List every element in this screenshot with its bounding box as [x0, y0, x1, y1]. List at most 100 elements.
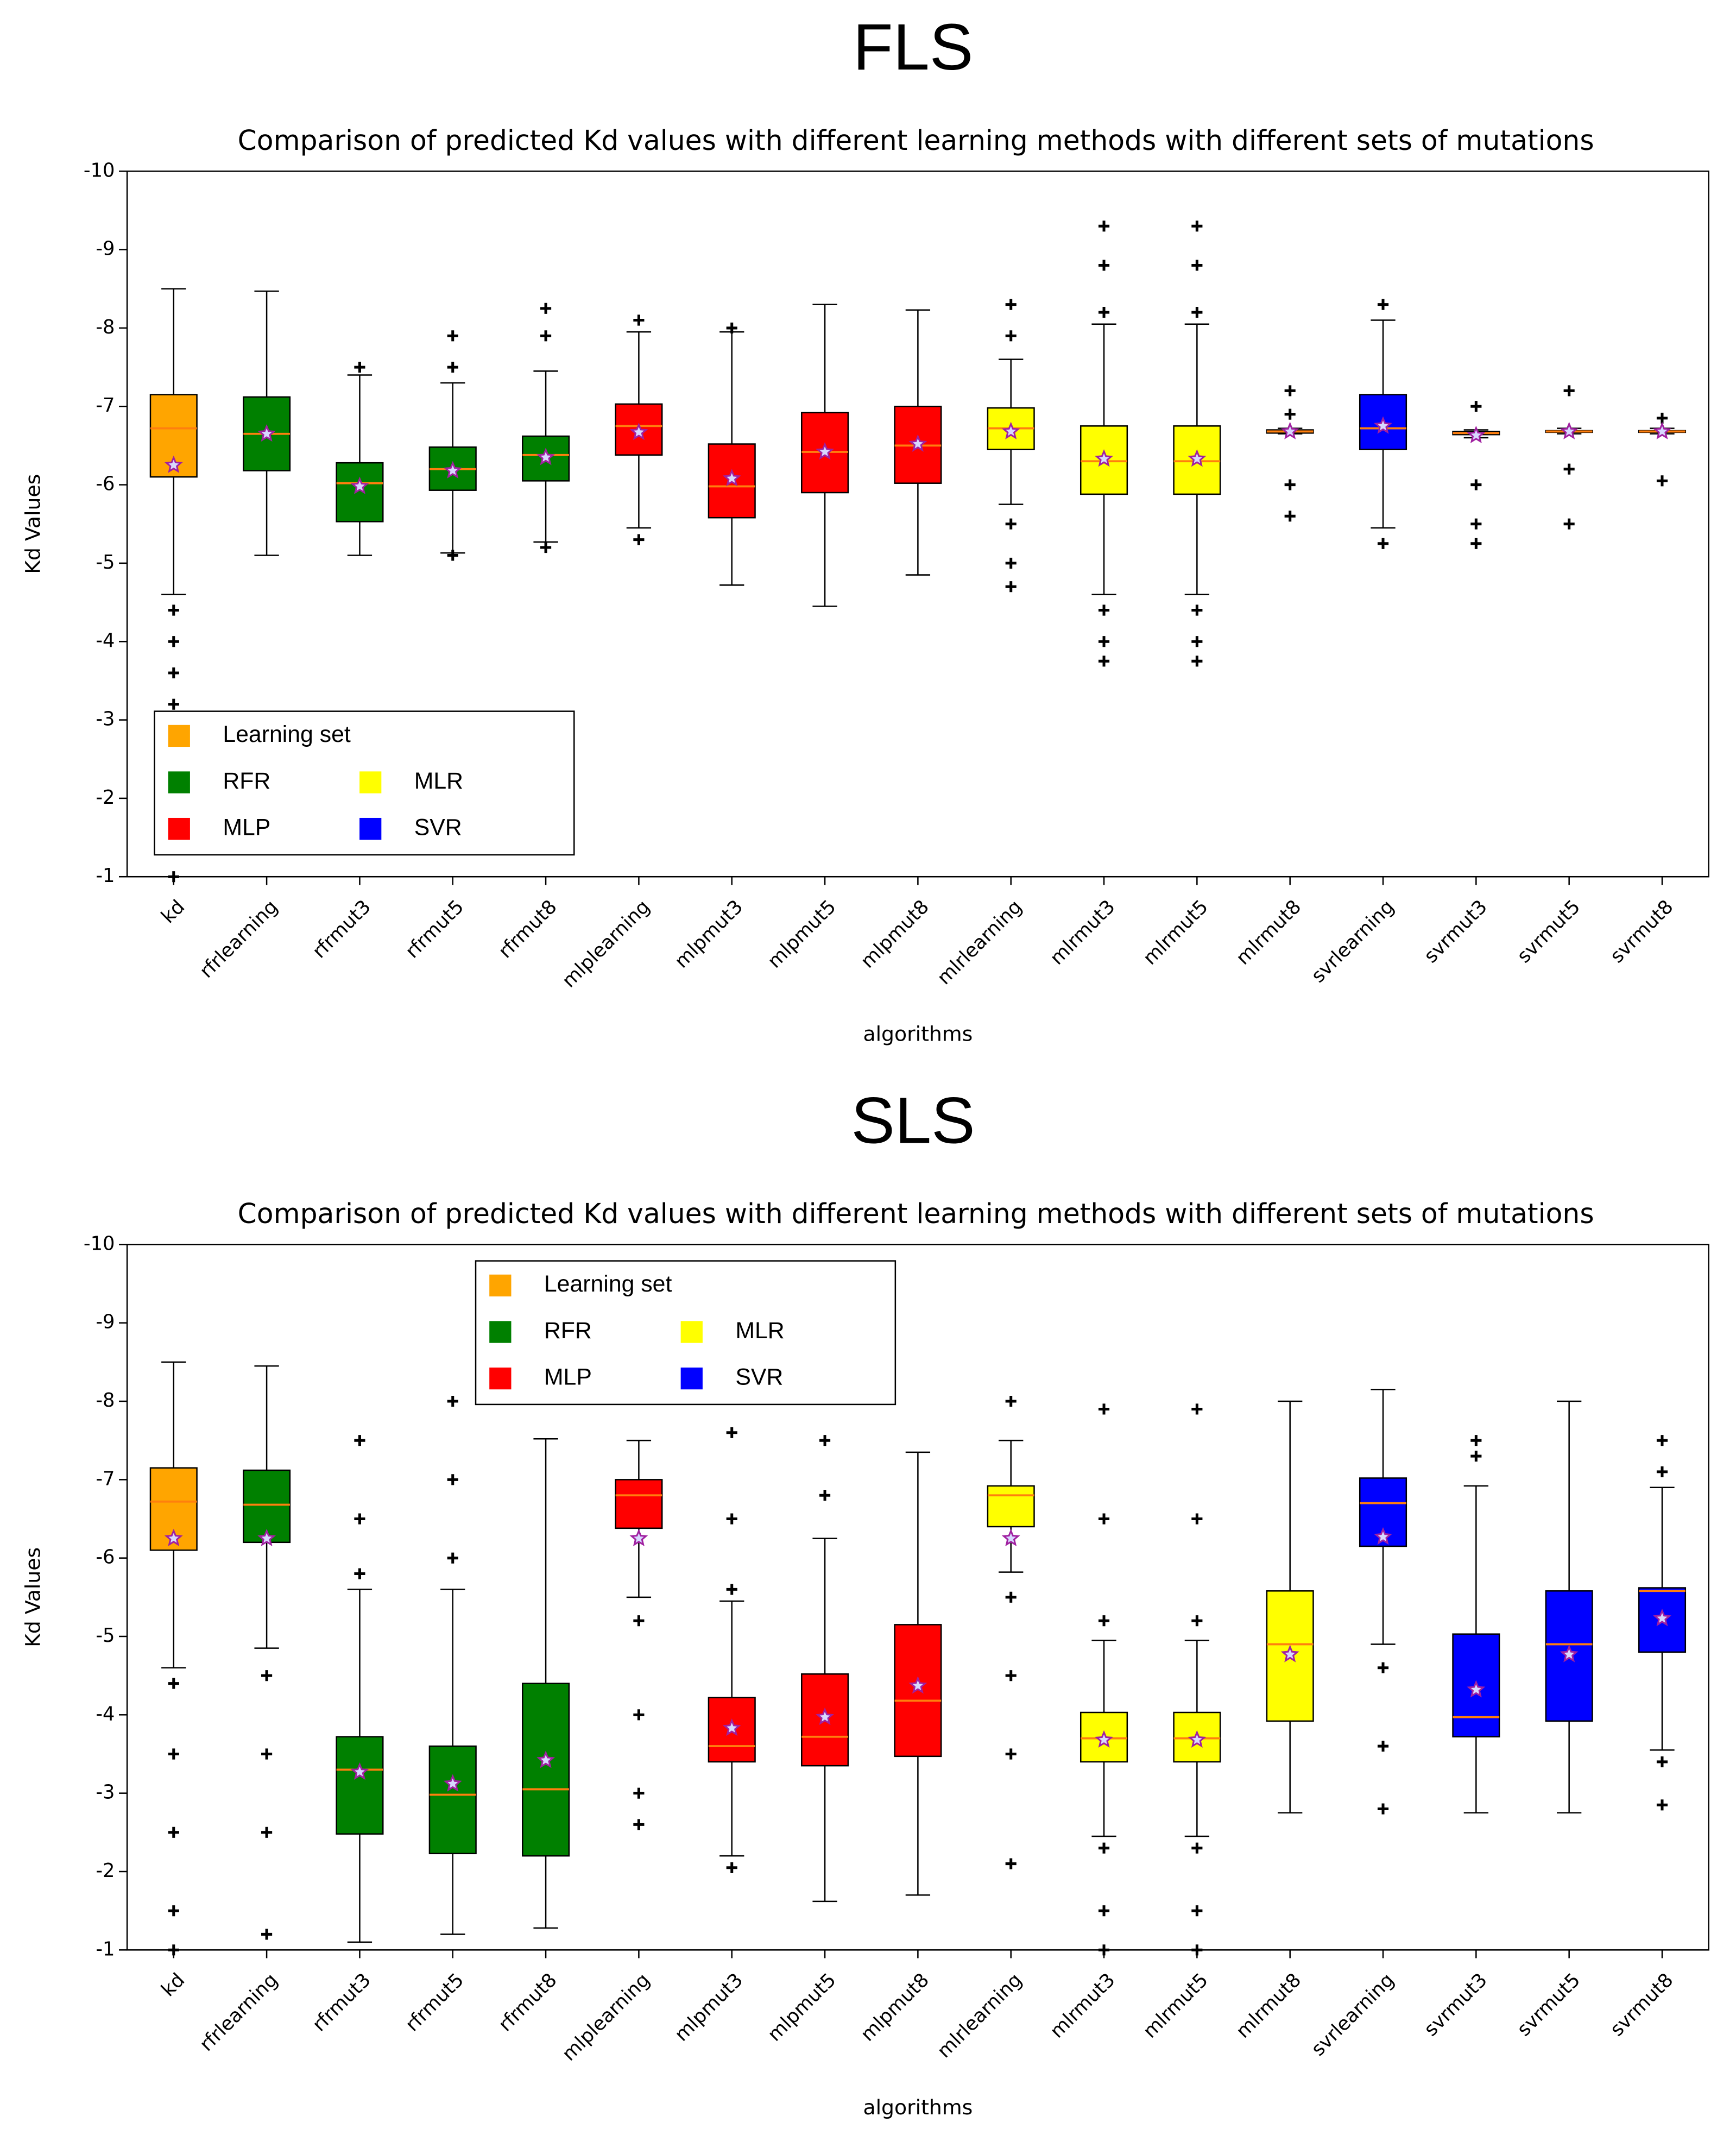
legend-label: RFR: [223, 768, 270, 794]
legend-swatch: [168, 725, 190, 747]
outlier: [354, 1568, 365, 1579]
outlier: [1005, 1395, 1017, 1407]
outlier: [447, 362, 458, 373]
x-tick-label: svrmut8: [1606, 896, 1677, 967]
outlier: [1005, 581, 1017, 593]
outlier: [1005, 330, 1017, 342]
mean: [350, 1762, 369, 1780]
x-tick-label: svrlearning: [1307, 896, 1399, 987]
mean: [1095, 449, 1113, 467]
mean: [908, 434, 927, 452]
y-tick-label: -1: [96, 1938, 115, 1960]
outlier: [1470, 479, 1482, 490]
x-tick-label: rfrmut8: [494, 1969, 561, 2036]
outlier: [1191, 221, 1203, 232]
outlier: [1098, 1615, 1110, 1627]
y-tick-label: -2: [96, 786, 115, 809]
outlier: [168, 636, 179, 647]
x-tick-label: svrmut8: [1606, 1969, 1677, 2040]
mean: [629, 1528, 648, 1546]
outlier: [1005, 299, 1017, 310]
outlier: [168, 667, 179, 679]
y-tick-label: -6: [96, 1546, 115, 1569]
outlier: [1191, 1905, 1203, 1917]
mean: [1001, 1528, 1020, 1546]
y-tick-label: -9: [96, 1311, 115, 1333]
x-tick-label: mlpmut3: [671, 896, 748, 973]
box: [428, 1745, 477, 1855]
x-tick-label: svrmut5: [1513, 1969, 1585, 2040]
outlier: [726, 1584, 737, 1595]
heading: FLS: [853, 10, 974, 84]
outlier: [633, 314, 645, 326]
mean: [1467, 1680, 1486, 1698]
heading: SLS: [851, 1084, 975, 1157]
outlier: [1191, 656, 1203, 667]
outlier: [1656, 412, 1668, 424]
box: [336, 1736, 384, 1835]
x-tick-label: mlrmut3: [1046, 1969, 1120, 2043]
x-tick-label: mlpmut8: [856, 1969, 933, 2046]
outlier: [1470, 401, 1482, 412]
chart-title: Comparison of predicted Kd values with d…: [238, 124, 1594, 156]
outlier: [354, 362, 365, 373]
outlier: [1284, 408, 1296, 420]
outlier: [1191, 604, 1203, 616]
box: [336, 462, 384, 522]
outlier: [447, 1474, 458, 1485]
x-tick-label: mlrmut5: [1139, 896, 1213, 969]
x-tick-label: mlpmut5: [763, 1969, 841, 2046]
y-tick-label: -3: [96, 708, 115, 730]
outlier: [447, 1395, 458, 1407]
legend-label: MLP: [544, 1364, 592, 1390]
outlier: [354, 1513, 365, 1525]
outlier: [1005, 557, 1017, 569]
mean: [443, 461, 462, 478]
x-tick-label: svrmut3: [1420, 896, 1492, 967]
x-tick-label: rfrlearning: [195, 1969, 282, 2056]
legend-swatch: [168, 817, 190, 840]
chart-title: Comparison of predicted Kd values with d…: [238, 1198, 1594, 1230]
x-tick-label: mlrmut5: [1139, 1969, 1213, 2043]
y-axis-label: Kd Values: [21, 474, 45, 574]
outlier: [1470, 538, 1482, 549]
outlier: [1191, 1513, 1203, 1525]
y-tick-label: -9: [96, 238, 115, 260]
outlier: [354, 1435, 365, 1446]
x-tick-label: mlrlearning: [933, 1969, 1026, 2062]
y-axis-label: Kd Values: [21, 1547, 45, 1647]
box: [894, 1624, 942, 1758]
x-tick-label: rfrmut5: [401, 1969, 469, 2036]
legend-swatch: [489, 1321, 512, 1343]
mean: [1374, 416, 1392, 434]
outlier: [1656, 1435, 1668, 1446]
legend-swatch: [359, 817, 382, 840]
legend-label: MLR: [414, 768, 463, 794]
mean: [908, 1676, 927, 1694]
mean: [722, 1718, 741, 1736]
outlier: [1656, 1799, 1668, 1811]
legend-swatch: [680, 1367, 703, 1390]
y-tick-label: -10: [84, 159, 115, 181]
outlier: [540, 330, 552, 342]
legend-label: MLR: [735, 1318, 784, 1344]
outlier: [1098, 1403, 1110, 1415]
outlier: [726, 322, 737, 333]
y-tick-label: -7: [96, 1468, 115, 1490]
mean: [164, 1528, 183, 1546]
x-tick-label: svrlearning: [1307, 1969, 1399, 2061]
x-tick-label: mlpmut8: [856, 896, 933, 973]
outlier: [168, 1748, 179, 1760]
x-tick-label: kd: [157, 1969, 189, 2001]
outlier: [1191, 260, 1203, 271]
x-tick-label: rfrmut3: [308, 896, 375, 963]
outlier: [168, 698, 179, 710]
outlier: [1191, 1842, 1203, 1854]
mean: [257, 1528, 276, 1546]
mean: [629, 423, 648, 440]
outlier: [261, 1929, 273, 1940]
outlier: [1470, 1435, 1482, 1446]
x-tick-label: mlpmut3: [671, 1969, 748, 2046]
outlier: [1098, 604, 1110, 616]
